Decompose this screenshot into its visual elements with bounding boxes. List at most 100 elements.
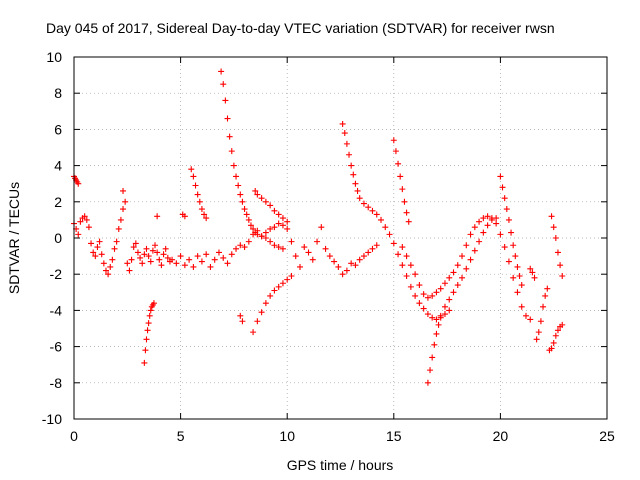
- data-point: [279, 245, 286, 252]
- data-point: [288, 273, 295, 280]
- data-point: [198, 258, 205, 265]
- series-sdtvar-arc-22.5h: [548, 213, 566, 280]
- series-sdtvar-late-arc: [399, 213, 534, 323]
- data-point: [279, 222, 286, 229]
- x-tick-label: 10: [279, 428, 295, 444]
- data-point: [559, 273, 566, 280]
- data-point: [467, 256, 474, 263]
- data-point: [228, 148, 235, 155]
- data-point: [254, 191, 261, 198]
- series-sdtvar-descent-20h: [497, 173, 525, 289]
- data-point: [518, 282, 525, 289]
- data-point: [401, 198, 408, 205]
- data-point: [218, 68, 225, 75]
- series-sdtvar-arc-3h: [141, 300, 157, 366]
- data-point: [267, 202, 274, 209]
- y-tick-label: -4: [50, 302, 63, 318]
- data-point: [96, 238, 103, 245]
- y-tick-label: -2: [50, 266, 63, 282]
- data-point: [142, 347, 149, 354]
- data-point: [454, 262, 461, 269]
- data-point: [348, 162, 355, 169]
- data-point: [222, 97, 229, 104]
- data-point: [454, 282, 461, 289]
- data-point: [441, 311, 448, 318]
- data-point: [258, 233, 265, 240]
- y-axis-label: SDTVAR / TECUs: [6, 182, 22, 294]
- data-point: [341, 130, 348, 137]
- data-point: [499, 184, 506, 191]
- data-point: [399, 244, 406, 251]
- data-point: [501, 195, 508, 202]
- y-tick-label: -10: [42, 411, 62, 427]
- x-tick-label: 15: [386, 428, 402, 444]
- data-point: [241, 244, 248, 251]
- data-point: [350, 171, 357, 178]
- data-point: [403, 209, 410, 216]
- data-point: [262, 229, 269, 236]
- data-point: [132, 240, 139, 247]
- data-point: [537, 318, 544, 325]
- data-point: [271, 287, 278, 294]
- data-point: [224, 260, 231, 267]
- data-point: [239, 198, 246, 205]
- data-point: [115, 225, 122, 232]
- data-point: [107, 263, 114, 270]
- data-point: [403, 273, 410, 280]
- data-point: [220, 81, 227, 88]
- data-point: [352, 180, 359, 187]
- data-point: [505, 216, 512, 223]
- data-point: [360, 253, 367, 260]
- x-tick-label: 20: [493, 428, 509, 444]
- data-point: [279, 280, 286, 287]
- data-point: [88, 240, 95, 247]
- data-point: [237, 312, 244, 319]
- data-point: [90, 249, 97, 256]
- data-point: [382, 224, 389, 231]
- series-sdtvar-dip-16.7h: [424, 215, 500, 386]
- data-point: [420, 305, 427, 312]
- data-point: [433, 316, 440, 323]
- data-point: [531, 274, 538, 281]
- data-point: [111, 245, 118, 252]
- data-point: [435, 321, 442, 328]
- data-point: [369, 245, 376, 252]
- data-point: [535, 329, 542, 336]
- data-points: [71, 68, 566, 386]
- data-point: [322, 245, 329, 252]
- data-point: [245, 238, 252, 245]
- data-point: [505, 258, 512, 265]
- data-point: [292, 253, 299, 260]
- data-point: [186, 256, 193, 263]
- data-point: [164, 254, 171, 261]
- data-point: [254, 318, 261, 325]
- data-point: [215, 249, 222, 256]
- data-point: [194, 191, 201, 198]
- data-point: [510, 274, 517, 281]
- data-point: [188, 166, 195, 173]
- data-point: [446, 307, 453, 314]
- data-point: [309, 256, 316, 263]
- data-point: [399, 186, 406, 193]
- data-point: [544, 285, 551, 292]
- data-point: [262, 198, 269, 205]
- data-point: [128, 256, 135, 263]
- data-point: [177, 253, 184, 260]
- data-point: [437, 285, 444, 292]
- data-point: [540, 303, 547, 310]
- data-point: [284, 218, 291, 225]
- data-point: [548, 345, 555, 352]
- data-point: [416, 282, 423, 289]
- data-point: [156, 256, 163, 263]
- data-point: [275, 244, 282, 251]
- y-tick-label: 4: [54, 158, 62, 174]
- x-tick-label: 25: [599, 428, 615, 444]
- data-point: [533, 336, 540, 343]
- y-tick-label: 8: [54, 85, 62, 101]
- data-point: [412, 292, 419, 299]
- data-point: [198, 206, 205, 213]
- data-point: [137, 254, 144, 261]
- data-point: [152, 242, 159, 249]
- data-point: [424, 294, 431, 301]
- data-point: [301, 244, 308, 251]
